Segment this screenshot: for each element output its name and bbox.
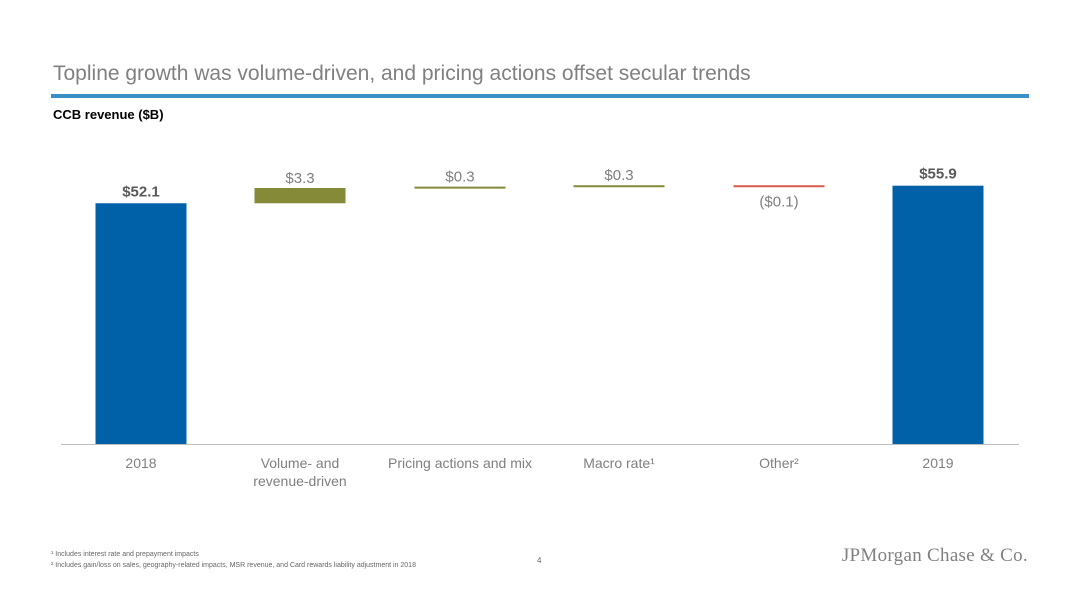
bar-1 [254,188,346,204]
category-label-1-line-1: revenue-driven [253,473,346,489]
bar-3 [573,185,665,188]
data-label-0: $52.1 [122,183,160,200]
data-label-3: $0.3 [604,167,633,184]
category-label-3: Macro rate¹ [583,455,655,471]
category-label-2: Pricing actions and mix [388,455,532,471]
page-title: Topline growth was volume-driven, and pr… [53,62,751,85]
data-label-5: $55.9 [919,166,957,183]
data-label-4: ($0.1) [759,194,798,211]
chart-subtitle: CCB revenue ($B) [53,107,164,122]
footnote-1: ¹ Includes interest rate and prepayment … [51,551,199,558]
category-label-4: Other² [759,455,799,471]
company-logo: JPMorgan Chase & Co. [841,545,1028,566]
category-label-0: 2018 [125,455,156,471]
bar-2 [414,186,506,189]
footnote-2: ² Includes gain/loss on sales, geography… [51,562,416,569]
bar-5 [892,185,984,444]
data-label-2: $0.3 [445,169,474,186]
category-label-1-line-0: Volume- and [261,455,340,471]
title-divider [51,94,1029,98]
data-label-1: $3.3 [285,170,314,187]
page-number: 4 [537,556,542,565]
bar-0 [95,203,187,444]
category-label-5: 2019 [922,455,953,471]
footnotes: ¹ Includes interest rate and prepayment … [51,549,416,571]
bar-4 [733,185,825,188]
